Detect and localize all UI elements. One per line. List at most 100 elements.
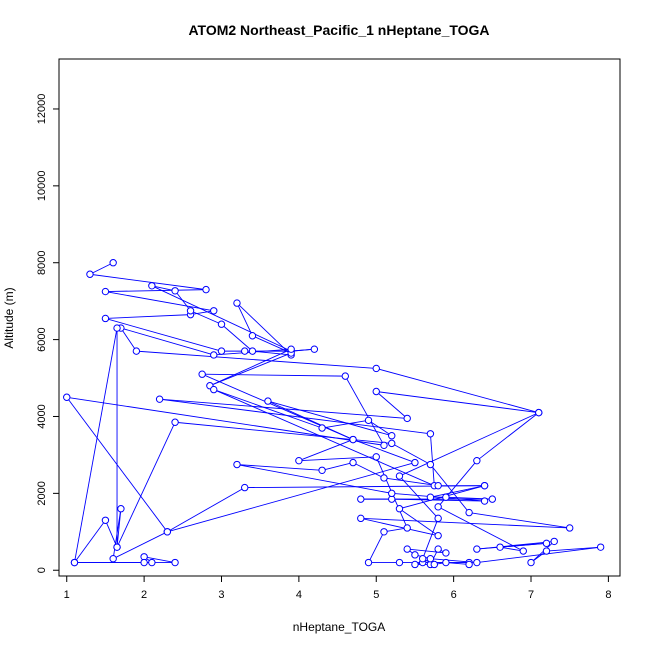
series-0-segment-59 bbox=[469, 512, 570, 529]
series-0-point-36 bbox=[388, 431, 396, 440]
y-tick-label-1: 2000 bbox=[36, 481, 48, 505]
series-0-segment-33 bbox=[213, 389, 323, 429]
series-0-point-33 bbox=[210, 385, 218, 394]
y-tick-label-4: 8000 bbox=[36, 250, 48, 274]
series-0-point-29 bbox=[403, 414, 411, 423]
x-axis: 1 2 3 4 5 6 7 8 bbox=[64, 576, 611, 601]
series-0-segment-73 bbox=[321, 462, 354, 471]
series-0-point-59 bbox=[465, 508, 473, 517]
series-0-segment-53 bbox=[74, 327, 118, 563]
series-0-point-76 bbox=[434, 481, 442, 490]
series-0-segment-103 bbox=[500, 542, 547, 548]
series-0-point-68 bbox=[357, 495, 365, 503]
series-0-segment-64 bbox=[430, 485, 485, 498]
x-tick-label-5: 6 bbox=[451, 589, 457, 601]
series-0-point-16 bbox=[248, 347, 257, 355]
series-0-point-57 bbox=[388, 439, 396, 448]
series-0-segment-11 bbox=[151, 285, 292, 352]
series-0-point-4 bbox=[210, 307, 218, 315]
x-tick-label-6: 7 bbox=[528, 589, 534, 601]
series-0-point-73 bbox=[318, 466, 326, 474]
series-0-segment-113 bbox=[445, 562, 470, 565]
series-0-segment-50 bbox=[144, 556, 176, 563]
series-0-point-34 bbox=[318, 424, 326, 432]
series-0-point-40 bbox=[341, 372, 350, 380]
series-0-point-70 bbox=[480, 497, 489, 505]
series-0-segment-21 bbox=[209, 348, 292, 387]
series-0-point-45 bbox=[117, 505, 125, 513]
series-0-segment-79 bbox=[167, 462, 416, 533]
series-0-point-77 bbox=[480, 481, 489, 490]
series-0-point-56 bbox=[171, 418, 179, 426]
series-0-point-108 bbox=[535, 408, 543, 417]
series-0-segment-1 bbox=[89, 273, 207, 291]
series-0-segment-35 bbox=[368, 419, 392, 437]
series-0-segment-46 bbox=[105, 520, 118, 548]
series-0-segment-58 bbox=[430, 464, 470, 513]
series-0-segment-71 bbox=[236, 464, 392, 494]
series-0-segment-60 bbox=[360, 517, 570, 529]
series-0-segment-17 bbox=[236, 302, 292, 356]
series-0-point-3 bbox=[101, 287, 110, 296]
series-0-point-72 bbox=[233, 460, 241, 469]
series-0-segment-32 bbox=[213, 389, 435, 487]
series-0-segment-97 bbox=[476, 546, 601, 563]
y-tick-label-3: 6000 bbox=[36, 327, 48, 351]
series-0-segment-81 bbox=[298, 439, 354, 462]
series-0-segment-84 bbox=[383, 527, 408, 533]
series-0-segment-4 bbox=[190, 310, 214, 316]
series-0-segment-85 bbox=[368, 531, 385, 563]
series-0-point-95 bbox=[411, 551, 419, 559]
series-0-point-112 bbox=[430, 560, 438, 569]
series-0-segment-14 bbox=[190, 310, 222, 325]
series-0-segment-82 bbox=[298, 456, 377, 462]
series-0-point-52 bbox=[140, 558, 148, 567]
series-0-point-31 bbox=[426, 430, 435, 438]
series-layer bbox=[63, 259, 605, 569]
series-0-segment-15 bbox=[221, 323, 253, 352]
series-0-point-37 bbox=[264, 397, 272, 405]
series-0-point-23 bbox=[210, 351, 218, 359]
x-tick-label-0: 1 bbox=[64, 589, 70, 601]
series-0-segment-36 bbox=[267, 400, 392, 437]
series-0-point-35 bbox=[364, 416, 373, 425]
series-0-point-13 bbox=[171, 287, 179, 295]
series-0-point-44 bbox=[109, 555, 117, 563]
series-0-point-41 bbox=[380, 441, 388, 450]
series-0-point-22 bbox=[287, 345, 295, 353]
series-0-point-28 bbox=[372, 387, 380, 396]
series-0-segment-56 bbox=[175, 421, 392, 444]
series-0-segment-29 bbox=[159, 398, 408, 419]
series-0-point-87 bbox=[395, 558, 404, 567]
x-axis-label: nHeptane_TOGA bbox=[293, 620, 386, 634]
series-0-point-97 bbox=[473, 558, 481, 567]
series-0-point-49 bbox=[148, 558, 156, 567]
series-0-segment-26 bbox=[376, 367, 539, 414]
series-0-point-26 bbox=[372, 364, 380, 373]
series-0-point-105 bbox=[519, 547, 527, 555]
series-0-segment-2 bbox=[105, 289, 207, 293]
series-0-segment-107 bbox=[476, 412, 540, 462]
series-0-point-14 bbox=[186, 307, 195, 315]
series-0-point-51 bbox=[171, 558, 179, 567]
series-0-segment-78 bbox=[167, 487, 245, 533]
x-tick-label-4: 5 bbox=[373, 589, 379, 601]
x-tick-label-1: 2 bbox=[141, 589, 147, 601]
series-0-segment-18 bbox=[236, 302, 253, 336]
series-0-segment-62 bbox=[399, 508, 439, 537]
x-tick-label-3: 4 bbox=[296, 589, 302, 601]
series-0-point-107 bbox=[473, 456, 481, 465]
series-0-segment-75 bbox=[383, 477, 439, 487]
series-0-point-0 bbox=[109, 259, 117, 267]
series-0-point-102 bbox=[473, 545, 481, 553]
series-0-point-78 bbox=[241, 483, 249, 492]
series-0-segment-38 bbox=[201, 373, 354, 440]
series-0-segment-19 bbox=[252, 335, 292, 354]
series-0-segment-34 bbox=[322, 419, 369, 429]
series-0-segment-72 bbox=[236, 464, 323, 471]
series-0-point-63 bbox=[395, 505, 404, 513]
series-0-point-80 bbox=[411, 458, 419, 467]
series-0-segment-45 bbox=[116, 508, 122, 548]
series-0-segment-10 bbox=[291, 348, 315, 352]
series-0-point-111 bbox=[418, 555, 427, 563]
